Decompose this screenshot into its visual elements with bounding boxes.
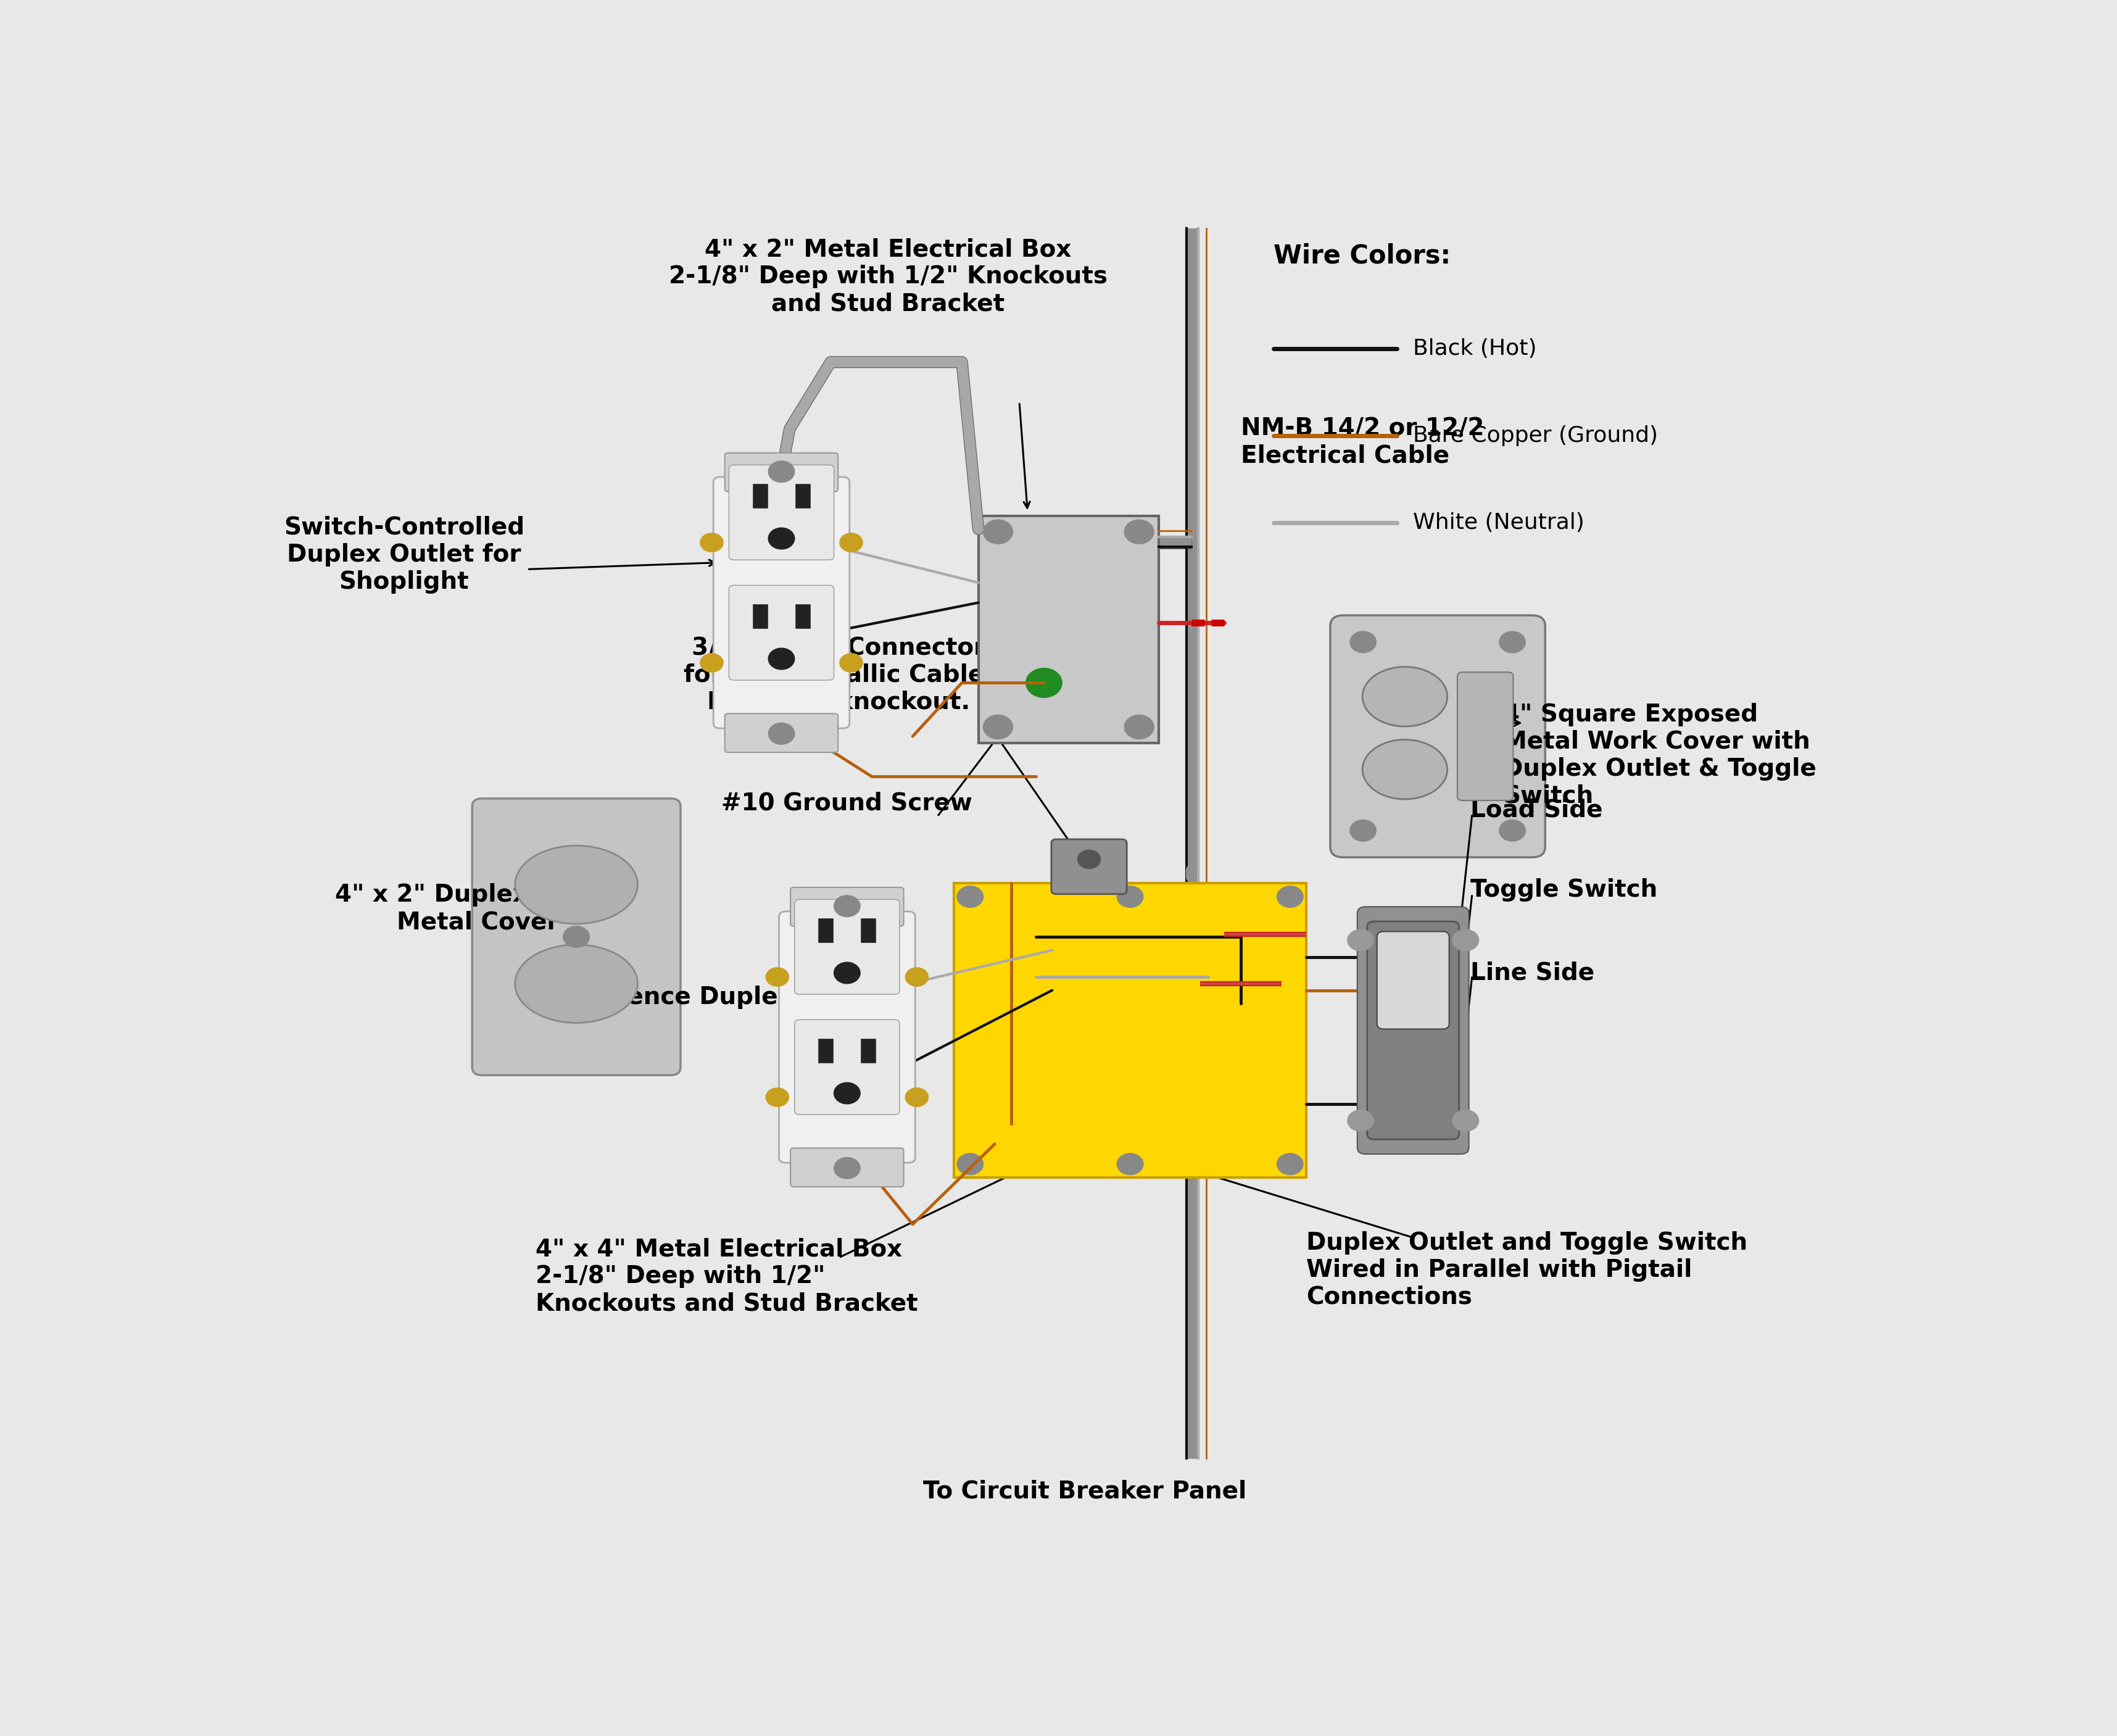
Circle shape — [1277, 885, 1304, 908]
Circle shape — [834, 896, 860, 917]
Circle shape — [563, 925, 589, 948]
Circle shape — [768, 648, 794, 670]
Text: To Circuit Breaker Panel: To Circuit Breaker Panel — [923, 1479, 1247, 1503]
Circle shape — [834, 962, 860, 984]
Text: Duplex Outlet and Toggle Switch
Wired in Parallel with Pigtail
Connections: Duplex Outlet and Toggle Switch Wired in… — [1306, 1231, 1749, 1309]
FancyBboxPatch shape — [1368, 922, 1459, 1139]
Circle shape — [1351, 819, 1376, 842]
Circle shape — [766, 1088, 790, 1106]
FancyBboxPatch shape — [779, 911, 915, 1163]
Circle shape — [1351, 632, 1376, 653]
Text: Line Side: Line Side — [1471, 962, 1594, 984]
Text: 4" x 2" Metal Electrical Box
2-1/8" Deep with 1/2" Knockouts
and Stud Bracket: 4" x 2" Metal Electrical Box 2-1/8" Deep… — [669, 238, 1107, 316]
Circle shape — [840, 653, 862, 672]
Circle shape — [1452, 929, 1478, 951]
FancyBboxPatch shape — [790, 887, 904, 925]
Text: #10 Ground Screw: #10 Ground Screw — [722, 792, 972, 814]
Text: Convenience Duplex Outlet: Convenience Duplex Outlet — [519, 986, 887, 1009]
Bar — [796, 484, 811, 509]
Circle shape — [1124, 519, 1154, 543]
Circle shape — [957, 1153, 982, 1175]
Text: Black (Hot): Black (Hot) — [1414, 339, 1537, 359]
FancyBboxPatch shape — [790, 1147, 904, 1187]
Ellipse shape — [514, 944, 637, 1023]
Circle shape — [834, 1158, 860, 1179]
Ellipse shape — [1363, 740, 1448, 799]
Ellipse shape — [514, 845, 637, 924]
Bar — [862, 918, 876, 943]
Text: NM-B 14/2 or 12/2
Electrical Cable: NM-B 14/2 or 12/2 Electrical Cable — [1241, 417, 1484, 467]
Text: White (Neutral): White (Neutral) — [1414, 512, 1584, 533]
Circle shape — [982, 715, 1012, 740]
Circle shape — [766, 967, 790, 986]
Circle shape — [1118, 885, 1143, 908]
Bar — [754, 484, 768, 509]
Text: 4" x 4" Metal Electrical Box
2-1/8" Deep with 1/2"
Knockouts and Stud Bracket: 4" x 4" Metal Electrical Box 2-1/8" Deep… — [536, 1238, 917, 1316]
Text: 4" Square Exposed
Metal Work Cover with
Duplex Outlet & Toggle
Switch: 4" Square Exposed Metal Work Cover with … — [1503, 703, 1816, 807]
FancyBboxPatch shape — [794, 1019, 900, 1115]
Bar — [862, 1038, 876, 1062]
Circle shape — [768, 462, 794, 483]
Text: Bare Copper (Ground): Bare Copper (Ground) — [1414, 425, 1658, 446]
Text: 3/8" Clamp Connector
for Non-Metallic Cable.
Fits  1/2" knockout.: 3/8" Clamp Connector for Non-Metallic Ca… — [684, 635, 993, 713]
FancyBboxPatch shape — [728, 585, 834, 681]
Circle shape — [906, 967, 927, 986]
Bar — [819, 1038, 834, 1062]
Circle shape — [701, 533, 724, 552]
Bar — [955, 884, 1306, 1177]
Circle shape — [906, 1088, 927, 1106]
Circle shape — [982, 519, 1012, 543]
Circle shape — [834, 1083, 860, 1104]
FancyBboxPatch shape — [713, 477, 849, 729]
Circle shape — [1452, 1109, 1478, 1132]
Circle shape — [1499, 632, 1526, 653]
FancyBboxPatch shape — [1376, 932, 1450, 1029]
Circle shape — [1124, 715, 1154, 740]
Circle shape — [1118, 1153, 1143, 1175]
Bar — [819, 918, 834, 943]
FancyBboxPatch shape — [1329, 615, 1545, 858]
FancyBboxPatch shape — [472, 799, 680, 1075]
Text: 4" x 2" Duplex Outlet
Metal Cover: 4" x 2" Duplex Outlet Metal Cover — [334, 884, 620, 934]
Circle shape — [957, 885, 982, 908]
FancyBboxPatch shape — [724, 453, 838, 491]
FancyBboxPatch shape — [794, 899, 900, 995]
Circle shape — [1078, 851, 1101, 868]
FancyBboxPatch shape — [1357, 906, 1469, 1154]
Text: Load Side: Load Side — [1471, 799, 1603, 821]
FancyBboxPatch shape — [728, 465, 834, 561]
Text: Toggle Switch: Toggle Switch — [1471, 878, 1658, 901]
Circle shape — [1027, 668, 1063, 698]
Circle shape — [1346, 1109, 1374, 1132]
Circle shape — [840, 533, 862, 552]
Circle shape — [1346, 929, 1374, 951]
Text: Wire Colors:: Wire Colors: — [1274, 243, 1450, 269]
Bar — [978, 516, 1158, 743]
Circle shape — [701, 653, 724, 672]
FancyBboxPatch shape — [1052, 838, 1126, 894]
FancyBboxPatch shape — [1456, 672, 1514, 800]
Circle shape — [768, 722, 794, 745]
Circle shape — [1499, 819, 1526, 842]
Bar — [796, 604, 811, 628]
Bar — [754, 604, 768, 628]
Circle shape — [768, 528, 794, 549]
FancyBboxPatch shape — [724, 713, 838, 752]
Text: Switch-Controlled
Duplex Outlet for
Shoplight: Switch-Controlled Duplex Outlet for Shop… — [284, 516, 525, 594]
Ellipse shape — [1363, 667, 1448, 726]
Circle shape — [1277, 1153, 1304, 1175]
